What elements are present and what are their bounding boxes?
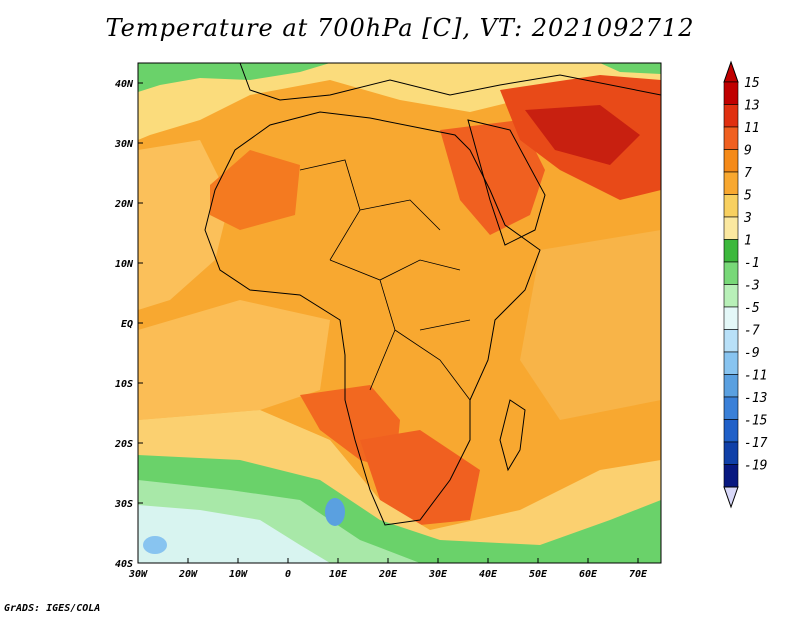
colorbar-label: 1 xyxy=(744,234,752,249)
lat-label: 40N xyxy=(115,79,134,90)
lat-label: 30S xyxy=(114,499,133,510)
colorbar-bottom-arrow xyxy=(723,486,739,509)
colorbar-swatch xyxy=(723,261,739,285)
field-northeast-green xyxy=(600,63,661,74)
temperature-field xyxy=(138,63,661,563)
plot-frame xyxy=(137,62,662,564)
colorbar-label: 15 xyxy=(744,76,760,91)
colorbar-label: -7 xyxy=(744,324,760,339)
colorbar-label: -15 xyxy=(744,414,768,429)
colorbar-label: 11 xyxy=(744,121,760,136)
colorbar-swatch xyxy=(723,284,739,308)
credit-label: GrADS: IGES/COLA xyxy=(4,603,101,614)
colorbar-swatch xyxy=(723,216,739,240)
colorbar-swatch xyxy=(723,149,739,173)
colorbar-label: 7 xyxy=(744,166,752,181)
map-title: Temperature at 700hPa [C], VT: 202109271… xyxy=(105,14,695,42)
colorbar-label: -9 xyxy=(744,346,760,361)
colorbar-swatch xyxy=(723,306,739,330)
lat-label: 40S xyxy=(115,559,133,570)
lat-label: 20S xyxy=(114,439,133,450)
colorbar-label: 3 xyxy=(743,211,752,226)
field-atlantic-light xyxy=(138,140,230,310)
colorbar-label: -19 xyxy=(744,459,767,474)
colorbar-label: 9 xyxy=(744,144,752,159)
arabia-coastline xyxy=(467,119,546,246)
colorbar-swatch xyxy=(723,194,739,218)
longitude-ticks: 30W 20W 10W 0 10E 20E 30E 40E 50E 60E 70E xyxy=(128,558,648,580)
field-southafrica-warm xyxy=(360,430,480,525)
colorbar-top-arrow xyxy=(723,60,739,83)
field-cold-spot-west xyxy=(143,536,167,554)
colorbar-label: -1 xyxy=(744,256,760,271)
colorbar-label: 5 xyxy=(744,189,752,204)
lon-label: 20W xyxy=(178,569,198,580)
lat-label: EQ xyxy=(121,319,133,330)
colorbar-label: 13 xyxy=(744,99,760,114)
colorbar-label: -13 xyxy=(744,391,767,406)
lat-label: 10S xyxy=(115,379,133,390)
colorbar-swatch xyxy=(723,441,739,465)
colorbar-swatch xyxy=(723,81,739,105)
lon-label: 30W xyxy=(128,569,148,580)
colorbar-swatch xyxy=(723,374,739,398)
colorbar-swatch xyxy=(723,419,739,443)
lon-label: 10E xyxy=(329,569,348,580)
field-north-green xyxy=(138,63,330,92)
colorbar-swatch xyxy=(723,464,739,488)
africa-coastline xyxy=(204,111,541,526)
field-south-cyan xyxy=(138,505,330,563)
colorbar-swatch xyxy=(723,171,739,195)
lon-label: 20E xyxy=(378,569,398,580)
field-gulf-light xyxy=(138,300,330,420)
colorbar-swatch xyxy=(723,396,739,420)
field-iran-hot xyxy=(525,105,640,165)
lon-label: 60E xyxy=(579,569,598,580)
colorbar-label: -11 xyxy=(744,369,767,384)
field-north-pale xyxy=(138,63,661,140)
colorbar-label: -3 xyxy=(744,279,760,294)
latitude-ticks: 40N 30N 20N 10N EQ 10S 20S 30S 40S xyxy=(114,79,143,570)
colorbar-swatch xyxy=(723,104,739,128)
colorbar-label: -17 xyxy=(744,436,768,451)
lat-label: 10N xyxy=(115,259,134,270)
field-arabia-warm xyxy=(440,120,545,235)
lon-label: 0 xyxy=(285,569,291,580)
field-indian-light xyxy=(520,230,661,420)
lat-label: 20N xyxy=(114,199,134,210)
colorbar-swatch xyxy=(723,239,739,263)
lon-label: 50E xyxy=(529,569,548,580)
lon-label: 40E xyxy=(479,569,498,580)
colorbar: 15 13 11 9 7 5 3 1 -1 -3 -5 -7 -9 -11 -13 -15 -17 -19 xyxy=(723,60,768,509)
field-sahara-warm xyxy=(210,150,300,230)
country-borders xyxy=(299,159,471,401)
colorbar-swatch xyxy=(723,351,739,375)
colorbar-label: -5 xyxy=(744,301,760,316)
colorbar-swatch xyxy=(723,329,739,353)
lon-label: 10W xyxy=(229,569,248,580)
europe-asia-coastline xyxy=(239,63,661,101)
colorbar-swatch xyxy=(723,126,739,150)
madagascar-coastline xyxy=(499,399,526,472)
lon-label: 70E xyxy=(629,569,648,580)
field-cold-spot xyxy=(325,498,345,526)
lon-label: 30E xyxy=(428,569,448,580)
lat-label: 30N xyxy=(114,139,134,150)
